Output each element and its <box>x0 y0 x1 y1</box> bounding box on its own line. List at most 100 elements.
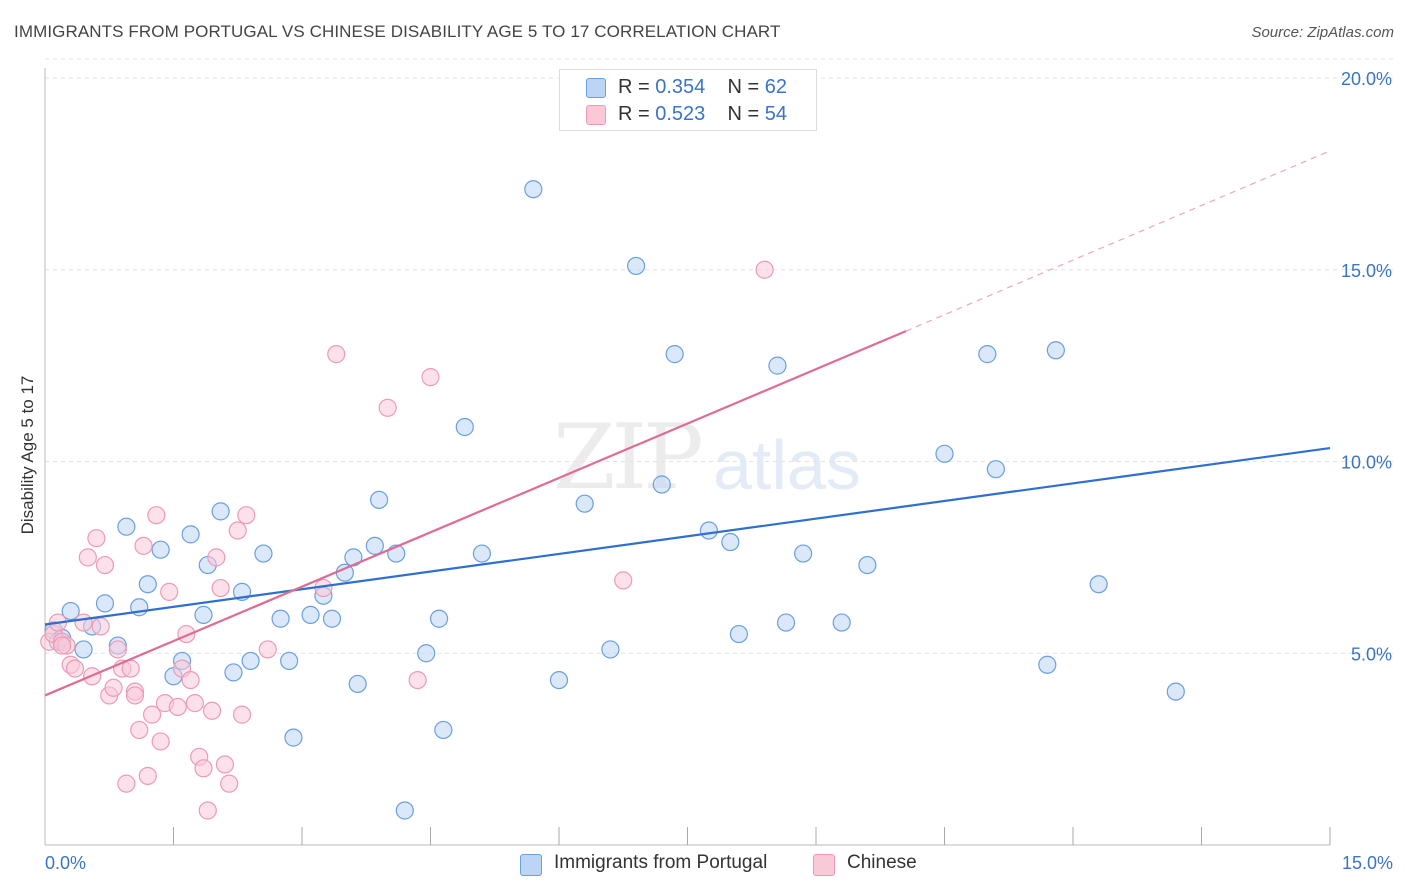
n-label: N = <box>727 75 765 98</box>
chinese-point <box>160 582 179 601</box>
chinese-point <box>202 701 222 720</box>
portugal-point <box>322 609 342 628</box>
r-value: 0.523 <box>655 102 706 125</box>
y-tick-label: 10.0% <box>1341 453 1392 473</box>
portugal-point <box>601 640 620 659</box>
portugal-point <box>74 640 93 659</box>
chart-title: IMMIGRANTS FROM PORTUGAL VS CHINESE DISA… <box>14 22 781 41</box>
chinese-swatch <box>586 105 606 125</box>
n-value: 54 <box>764 102 788 125</box>
portugal-point <box>729 624 749 644</box>
legend-swatch-portugal <box>520 854 542 876</box>
portugal-point <box>95 594 115 613</box>
chinese-point <box>378 398 397 417</box>
chinese-point <box>237 506 256 525</box>
portugal-point <box>1046 341 1065 360</box>
chinese-point <box>95 555 115 575</box>
n-value: 62 <box>764 75 788 98</box>
portugal-point <box>665 345 684 364</box>
x-tick-label-max: 15.0% <box>1342 853 1393 873</box>
chinese-point <box>65 659 85 678</box>
r-label: R = <box>618 102 656 125</box>
chinese-trendline <box>44 330 907 697</box>
portugal-point <box>768 356 787 375</box>
portugal-point <box>151 540 170 559</box>
portugal-point <box>776 613 796 632</box>
chinese-point <box>614 571 633 590</box>
chinese-point <box>207 548 226 567</box>
chinese-point <box>215 755 234 774</box>
portugal-point <box>832 613 851 632</box>
chinese-point <box>138 766 157 786</box>
chinese-point <box>755 260 774 279</box>
portugal-point <box>699 521 719 540</box>
y-tick-label: 15.0% <box>1341 261 1392 281</box>
portugal-point <box>370 490 389 509</box>
portugal-point <box>284 728 303 747</box>
y-tick-label: 5.0% <box>1351 644 1392 664</box>
chinese-point <box>147 506 166 525</box>
portugal-point <box>978 345 997 364</box>
y-tick-label: 20.0% <box>1341 69 1392 89</box>
portugal-point <box>1089 575 1108 594</box>
portugal-point <box>211 502 230 521</box>
portugal-point <box>365 536 384 555</box>
chinese-point <box>151 732 170 751</box>
chinese-point <box>53 636 72 655</box>
portugal-point <box>434 720 453 740</box>
legend-label-portugal: Immigrants from Portugal <box>554 852 768 873</box>
chinese-point <box>108 640 127 659</box>
portugal-point <box>271 609 290 628</box>
portugal-point <box>61 601 80 621</box>
portugal-point <box>1038 655 1057 674</box>
chinese-point <box>78 548 97 567</box>
chinese-point <box>125 686 145 705</box>
chinese-point <box>130 720 149 740</box>
chinese-point <box>194 759 213 778</box>
portugal-point <box>348 674 367 694</box>
chinese-point <box>87 529 106 548</box>
n-label: N = <box>727 102 765 125</box>
watermark-zip: ZIP <box>553 405 704 510</box>
chinese-point <box>91 617 110 636</box>
r-label: R = <box>618 75 656 98</box>
portugal-swatch <box>586 78 606 98</box>
portugal-point <box>575 494 594 513</box>
watermark-atlas: atlas <box>713 426 861 504</box>
portugal-point <box>417 644 436 663</box>
chinese-point <box>134 536 153 555</box>
chinese-point <box>74 613 93 632</box>
chinese-point <box>232 705 252 724</box>
legend-label-chinese: Chinese <box>847 852 917 873</box>
stats-legend: R = 0.354 N = 62 R = 0.523 N = 54 <box>559 69 817 131</box>
portugal-point <box>241 651 260 671</box>
portugal-point <box>181 525 200 544</box>
chinese-point <box>228 521 247 540</box>
portugal-point <box>1166 682 1185 701</box>
portugal-point <box>429 609 449 628</box>
chinese-point <box>421 368 440 387</box>
portugal-point <box>794 544 813 563</box>
portugal-point <box>194 605 213 625</box>
chart-source: Source: ZipAtlas.com <box>1251 24 1394 41</box>
portugal-point <box>524 180 543 199</box>
portugal-point <box>280 651 299 671</box>
chinese-point <box>181 670 200 690</box>
portugal-point <box>626 256 646 276</box>
portugal-point <box>472 544 491 563</box>
chinese-point <box>185 694 205 713</box>
portugal-point <box>652 475 671 494</box>
chinese-point <box>258 640 277 659</box>
chinese-point <box>104 678 123 697</box>
chinese-point <box>198 801 217 820</box>
legend-swatch-chinese <box>813 854 835 876</box>
chinese-point <box>142 705 162 724</box>
chinese-point <box>168 697 187 717</box>
portugal-point <box>138 575 157 594</box>
portugal-point <box>721 532 740 552</box>
portugal-point <box>455 417 474 437</box>
portugal-point <box>395 801 414 820</box>
portugal-point <box>858 555 877 575</box>
portugal-trendline <box>44 446 1331 626</box>
